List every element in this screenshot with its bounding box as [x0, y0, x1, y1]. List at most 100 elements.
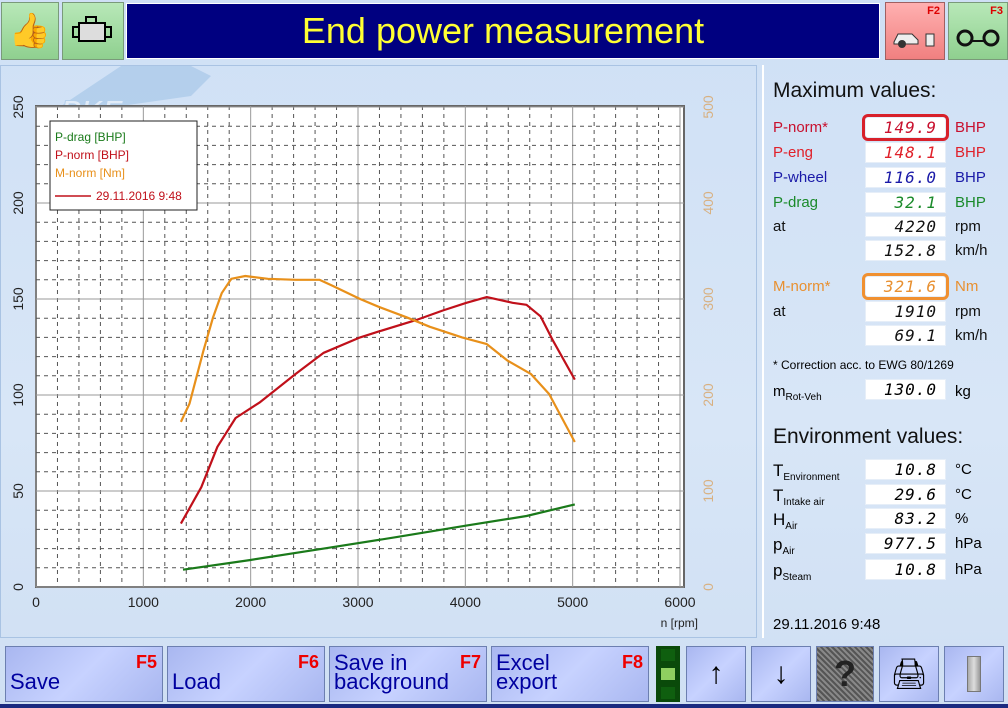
legend-entry: P-norm [BHP] — [55, 148, 129, 162]
env-label-main: T — [773, 461, 784, 480]
power-chart: PKE 010002000300040005000600005010015020… — [10, 46, 716, 630]
save-button[interactable]: F5 Save — [5, 646, 163, 702]
max-row-value: 1910 — [865, 301, 946, 322]
env-row-label: TIntake air — [773, 486, 825, 508]
max-row-label: at — [773, 218, 786, 235]
x-tick-label: 3000 — [342, 594, 373, 610]
x-tick-label: 6000 — [664, 594, 695, 610]
exit-button[interactable] — [944, 646, 1004, 702]
roller-button[interactable]: F3 — [948, 2, 1008, 60]
legend-box — [49, 120, 198, 211]
thumbs-up-icon: 👍 — [8, 12, 52, 50]
y-right-tick-label: 100 — [700, 479, 716, 503]
engine-button[interactable] — [62, 2, 124, 60]
max-row-unit: BHP — [955, 169, 986, 186]
arrow-up-icon: ↑ — [708, 657, 724, 690]
env-row-unit: hPa — [955, 561, 982, 578]
mass-label: mRot-Veh — [773, 383, 822, 403]
x-tick-label: 1000 — [128, 594, 159, 610]
values-panel: Maximum values: P-norm* 149.9 BHP P-eng 1… — [762, 65, 1008, 638]
max-row-unit: rpm — [955, 218, 981, 235]
load-label: Load — [172, 669, 221, 694]
max-row-label: M-norm* — [773, 278, 831, 295]
max-row-unit: Nm — [955, 278, 979, 295]
bottom-border — [0, 704, 1008, 708]
max-row-unit: rpm — [955, 303, 981, 320]
environment-heading: Environment values: — [773, 425, 964, 448]
x-axis-label: n [rpm] — [661, 616, 698, 630]
series-line-m-norm — [179, 274, 576, 443]
mass-unit: kg — [955, 383, 971, 400]
max-row-value: 69.1 — [865, 325, 946, 346]
scroll-down-button[interactable]: ↓ — [751, 646, 811, 702]
env-row-unit: % — [955, 510, 969, 527]
f2-key-label: F2 — [927, 5, 940, 17]
env-row-label: HAir — [773, 510, 798, 532]
env-label-sub: Air — [785, 521, 798, 532]
excel-export-button[interactable]: F8 Excel export — [491, 646, 649, 702]
status-led — [656, 646, 680, 702]
max-row-label: at — [773, 303, 786, 320]
env-row-unit: °C — [955, 461, 972, 478]
env-row-value: 29.6 — [865, 484, 946, 505]
max-row-value: 116.0 — [865, 167, 946, 188]
env-row-value: 83.2 — [865, 508, 946, 529]
engine-icon — [72, 16, 112, 42]
max-row-label: P-wheel — [773, 169, 828, 186]
y-right-tick-label: 400 — [700, 191, 716, 215]
max-row-label: P-eng — [773, 144, 814, 161]
env-row-unit: °C — [955, 486, 972, 503]
env-label-sub: Environment — [783, 472, 840, 483]
max-row-value: 148.1 — [865, 142, 946, 163]
env-row-label: pAir — [773, 535, 795, 557]
y-left-tick-label: 0 — [10, 583, 26, 591]
question-mark-icon: ? — [834, 653, 856, 694]
y-right-tick-label: 200 — [700, 383, 716, 407]
env-row-label: TEnvironment — [773, 461, 840, 483]
y-left-tick-label: 150 — [10, 287, 26, 311]
y-right-tick-label: 500 — [700, 95, 716, 119]
env-label-sub: Air — [782, 546, 795, 557]
save-label: Save — [10, 669, 61, 694]
arrow-down-icon: ↓ — [773, 657, 789, 690]
max-row-value: 32.1 — [865, 192, 946, 213]
legend-entry: M-norm [Nm] — [55, 166, 125, 180]
max-row-unit: km/h — [955, 242, 988, 259]
ok-button[interactable]: 👍 — [1, 2, 59, 60]
max-row-label: P-norm* — [773, 119, 829, 136]
series-line-p-drag — [182, 503, 576, 571]
measurement-datetime: 29.11.2016 9:48 — [773, 616, 881, 633]
excel-export-label: Excel export — [496, 650, 558, 694]
y-right-tick-label: 300 — [700, 287, 716, 311]
max-row-unit: BHP — [955, 119, 986, 136]
legend-entry: P-drag [BHP] — [55, 130, 126, 144]
load-button[interactable]: F6 Load — [167, 646, 325, 702]
max-row-unit: BHP — [955, 194, 986, 211]
env-row-value: 10.8 — [865, 559, 946, 580]
f6-key-label: F6 — [297, 652, 319, 672]
env-label-main: T — [773, 486, 784, 505]
print-button[interactable]: 🖨 — [879, 646, 939, 702]
x-tick-label: 5000 — [557, 594, 588, 610]
f3-key-label: F3 — [990, 5, 1003, 17]
env-label-main: p — [773, 561, 783, 580]
printer-icon: 🖨 — [889, 657, 929, 691]
plot-area — [35, 105, 685, 588]
env-label-main: H — [773, 510, 786, 529]
chart-panel: PKE 010002000300040005000600005010015020… — [0, 46, 757, 638]
page-title: End power measurement — [126, 3, 880, 59]
max-values-heading: Maximum values: — [773, 79, 937, 102]
help-button[interactable]: ? — [816, 646, 874, 702]
env-label-main: p — [773, 535, 783, 554]
max-row-value: 152.8 — [865, 240, 946, 261]
scroll-up-button[interactable]: ↑ — [686, 646, 746, 702]
rollers-icon — [956, 29, 1000, 47]
max-row-value: 321.6 — [862, 273, 949, 300]
x-tick-label: 2000 — [235, 594, 266, 610]
save-in-background-button[interactable]: F7 Save in background — [329, 646, 487, 702]
f5-key-label: F5 — [135, 652, 157, 672]
car-icon — [893, 33, 935, 48]
mass-label-main: m — [773, 383, 786, 400]
vehicle-button[interactable]: F2 — [885, 2, 945, 60]
y-left-tick-label: 250 — [10, 95, 26, 119]
